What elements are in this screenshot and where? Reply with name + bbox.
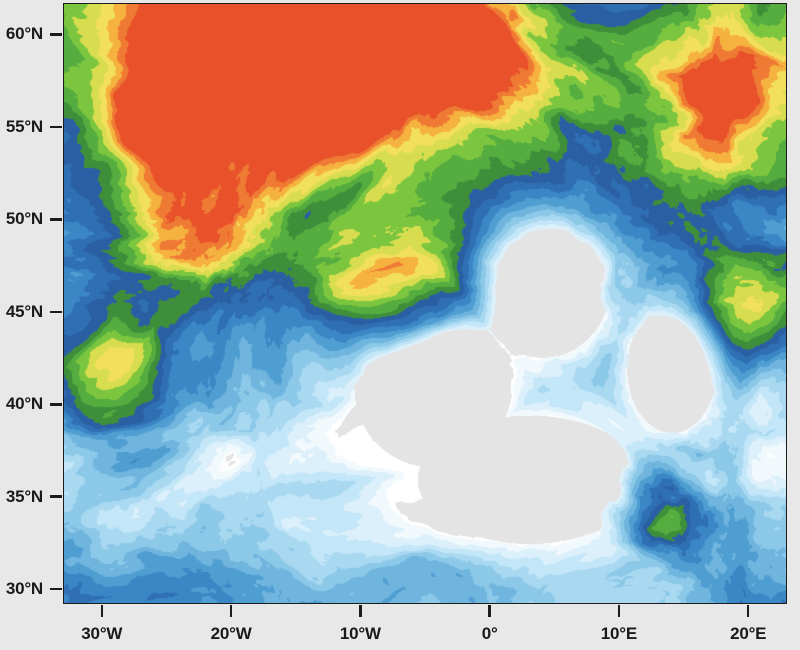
precipitation-field — [64, 4, 786, 603]
longitude-tick-mark — [488, 605, 491, 617]
longitude-tick-label: 0° — [481, 624, 498, 643]
longitude-tick-label: 10°W — [339, 624, 381, 643]
latitude-tick-mark — [50, 33, 62, 36]
longitude-tick-label: 10°E — [600, 624, 638, 643]
latitude-tick-mark — [50, 125, 62, 129]
latitude-tick-mark — [50, 495, 62, 498]
longitude-tick-label: 20°E — [730, 624, 767, 643]
latitude-tick-mark — [50, 310, 62, 314]
latitude-tick-label: 40°N — [5, 394, 43, 414]
longitude-tick-label: 20°W — [210, 624, 252, 643]
latitude-tick-label: 30°N — [5, 579, 43, 599]
latitude-tick-mark — [50, 403, 62, 406]
latitude-tick-label: 60°N — [5, 24, 43, 44]
map-plot-area[interactable] — [63, 3, 787, 604]
latitude-tick-mark — [50, 218, 62, 221]
longitude-tick-mark — [229, 605, 233, 617]
longitude-tick-mark — [359, 605, 362, 617]
longitude-tick-label: 30°W — [81, 624, 123, 643]
longitude-tick-mark — [100, 605, 104, 617]
latitude-tick-label: 50°N — [5, 209, 43, 229]
longitude-tick-mark — [746, 605, 750, 617]
latitude-tick-label: 35°N — [5, 486, 43, 506]
latitude-tick-mark — [50, 587, 62, 591]
longitude-tick-mark — [617, 605, 621, 617]
latitude-tick-label: 55°N — [5, 116, 43, 136]
latitude-tick-label: 45°N — [5, 301, 43, 321]
